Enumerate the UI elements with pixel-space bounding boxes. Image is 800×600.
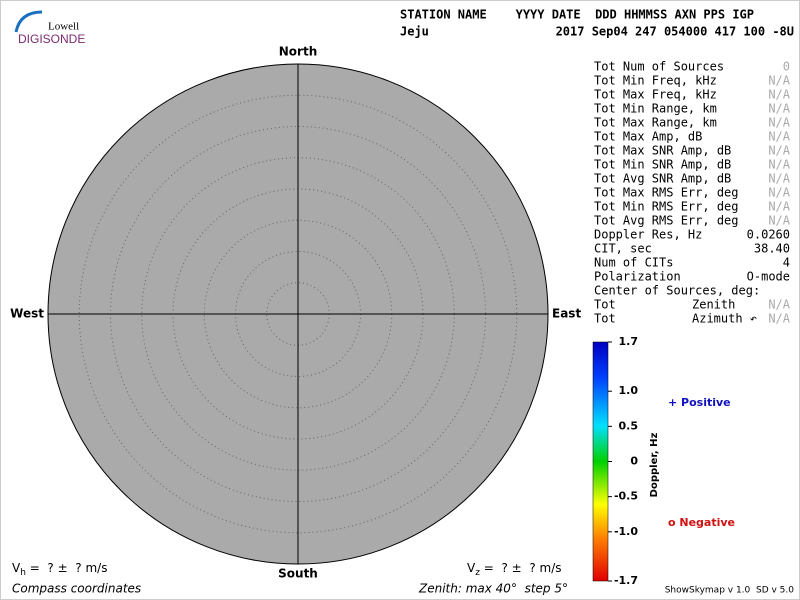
- stat-value: 38.40: [754, 242, 790, 256]
- version: ShowSkymap v 1.0 SD v 5.0: [665, 586, 795, 596]
- colorbar: [592, 341, 609, 582]
- colorbar-tick-label: -0.5: [614, 490, 638, 503]
- header-line: STATION NAME YYYY DATE DDD HHMMSS AXN PP…: [400, 8, 754, 22]
- stat-value: N/A: [768, 88, 790, 102]
- stat-value: N/A: [768, 172, 790, 186]
- logo-swoosh: [14, 10, 43, 33]
- zenith-info: Zenith: max 40° step 5°: [418, 582, 568, 596]
- colorbar-tick-label: 0: [630, 455, 638, 468]
- colorbar-tick-label: 1.0: [619, 384, 639, 397]
- positive-legend: + Positive: [668, 396, 731, 409]
- stat-value: 0.0260: [747, 228, 790, 242]
- west: West: [10, 307, 44, 321]
- stat-label: Num of CITs: [594, 256, 673, 270]
- stat-value: 0: [783, 60, 790, 74]
- stat-value: N/A: [768, 130, 790, 144]
- stat-label: Tot Max RMS Err, deg: [594, 186, 739, 200]
- stat-label: Tot: [594, 298, 616, 312]
- stat-sub: Zenith: [692, 298, 735, 312]
- stat-value: N/A: [768, 200, 790, 214]
- south: South: [278, 567, 318, 581]
- colorbar-tick-label: 1.7: [619, 335, 639, 348]
- stat-value: 4: [783, 256, 790, 270]
- stat-value: N/A: [768, 214, 790, 228]
- stat-value: N/A: [768, 102, 790, 116]
- stat-label: Tot Min Range, km: [594, 102, 717, 116]
- vz: Vz = ? ± ? m/s: [467, 561, 562, 578]
- station: Jeju: [400, 25, 429, 39]
- stat-value: N/A: [768, 116, 790, 130]
- stat-label: Tot Min SNR Amp, dB: [594, 158, 731, 172]
- vh: Vh = ? ± ? m/s: [12, 561, 107, 578]
- stat-label: Tot Num of Sources: [594, 60, 724, 74]
- stat-label: Tot Min Freq, kHz: [594, 74, 717, 88]
- stat-value: N/A: [768, 74, 790, 88]
- stat-label: Tot Avg SNR Amp, dB: [594, 172, 731, 186]
- stat-sub: Azimuth ↶: [692, 312, 757, 326]
- logo-bottom: DIGISONDE: [18, 32, 85, 46]
- stat-value: N/A: [768, 312, 790, 326]
- stat-label: Tot Max Amp, dB: [594, 130, 702, 144]
- stat-label: Center of Sources, deg:: [594, 284, 760, 298]
- stat-label: CIT, sec: [594, 242, 652, 256]
- stat-label: Tot Max Range, km: [594, 116, 717, 130]
- stat-value: N/A: [768, 298, 790, 312]
- stat-label: Tot Max SNR Amp, dB: [594, 144, 731, 158]
- east: East: [552, 307, 581, 321]
- stat-value: N/A: [768, 144, 790, 158]
- stat-label: Tot Min RMS Err, deg: [594, 200, 739, 214]
- stamp: 2017 Sep04 247 054000 417 100 -8U: [556, 25, 794, 39]
- colorbar-tick-label: -1.0: [614, 525, 638, 538]
- stat-label: Doppler Res, Hz: [594, 228, 702, 242]
- stat-value: N/A: [768, 186, 790, 200]
- colorbar-tick-label: 0.5: [619, 419, 639, 432]
- stat-value: N/A: [768, 158, 790, 172]
- stat-label: Tot Avg RMS Err, deg: [594, 214, 739, 228]
- colorbar-tick-label: -1.7: [614, 574, 638, 587]
- negative-legend: o Negative: [668, 516, 735, 529]
- stat-label: Tot: [594, 312, 616, 326]
- coords: Compass coordinates: [12, 582, 141, 596]
- logo-top: Lowell: [48, 21, 79, 33]
- colorbar-title: Doppler, Hz: [649, 433, 660, 498]
- stat-value: O-mode: [747, 270, 790, 284]
- north: North: [279, 45, 317, 59]
- stat-label: Polarization: [594, 270, 681, 284]
- stat-label: Tot Max Freq, kHz: [594, 88, 717, 102]
